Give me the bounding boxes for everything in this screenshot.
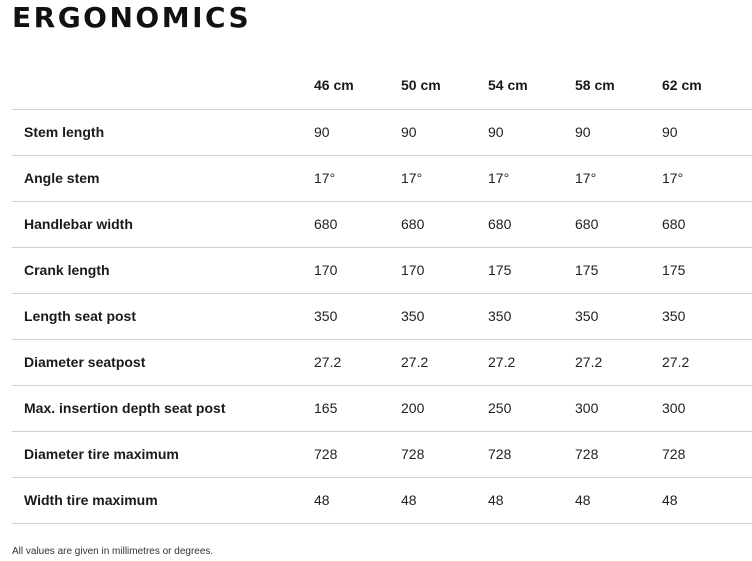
table-cell: 27.2	[488, 339, 575, 386]
table-cell: 300	[575, 385, 662, 432]
table-cell: 17°	[401, 155, 488, 202]
table-cell: 680	[488, 201, 575, 248]
table-cell: 48	[488, 477, 575, 524]
table-row: Diameter seatpost 27.2 27.2 27.2 27.2 27…	[12, 339, 752, 386]
table-cell: 27.2	[314, 339, 401, 386]
table-row: Max. insertion depth seat post 165 200 2…	[12, 385, 752, 432]
table-cell: 17°	[488, 155, 575, 202]
table-cell: 175	[488, 247, 575, 294]
table-cell: 680	[401, 201, 488, 248]
row-label: Max. insertion depth seat post	[12, 385, 314, 432]
table-cell: 90	[575, 109, 662, 156]
table-cell: 728	[575, 431, 662, 478]
table-cell: 728	[314, 431, 401, 478]
table-cell: 170	[314, 247, 401, 294]
table-cell: 17°	[662, 155, 752, 202]
table-row: Length seat post 350 350 350 350 350	[12, 293, 752, 340]
table-cell: 90	[488, 109, 575, 156]
table-cell: 27.2	[575, 339, 662, 386]
row-label: Diameter seatpost	[12, 339, 314, 386]
row-label: Stem length	[12, 109, 314, 156]
header-empty-cell	[12, 62, 314, 110]
table-cell: 350	[401, 293, 488, 340]
table-row: Handlebar width 680 680 680 680 680	[12, 201, 752, 248]
row-label: Width tire maximum	[12, 477, 314, 524]
table-cell: 728	[488, 431, 575, 478]
table-cell: 350	[575, 293, 662, 340]
table-cell: 250	[488, 385, 575, 432]
table-cell: 27.2	[662, 339, 752, 386]
table-cell: 175	[662, 247, 752, 294]
table-cell: 200	[401, 385, 488, 432]
table-cell: 48	[401, 477, 488, 524]
table-cell: 48	[662, 477, 752, 524]
table-row: Angle stem 17° 17° 17° 17° 17°	[12, 155, 752, 202]
table-cell: 680	[575, 201, 662, 248]
table-cell: 300	[662, 385, 752, 432]
footnote: All values are given in millimetres or d…	[12, 546, 214, 557]
ergonomics-table: 46 cm 50 cm 54 cm 58 cm 62 cm Stem lengt…	[12, 62, 752, 524]
table-cell: 680	[662, 201, 752, 248]
page-title: ERGONOMICS	[12, 1, 252, 34]
table-cell: 90	[401, 109, 488, 156]
row-label: Crank length	[12, 247, 314, 294]
row-label: Diameter tire maximum	[12, 431, 314, 478]
table-cell: 90	[314, 109, 401, 156]
table-cell: 27.2	[401, 339, 488, 386]
table-cell: 165	[314, 385, 401, 432]
size-header-54: 54 cm	[488, 62, 575, 110]
table-cell: 350	[662, 293, 752, 340]
table-cell: 17°	[314, 155, 401, 202]
table-header-row: 46 cm 50 cm 54 cm 58 cm 62 cm	[12, 62, 752, 110]
table-cell: 680	[314, 201, 401, 248]
size-header-46: 46 cm	[314, 62, 401, 110]
table-cell: 175	[575, 247, 662, 294]
table-cell: 48	[314, 477, 401, 524]
row-label: Length seat post	[12, 293, 314, 340]
table-cell: 17°	[575, 155, 662, 202]
table-cell: 350	[314, 293, 401, 340]
size-header-50: 50 cm	[401, 62, 488, 110]
table-cell: 350	[488, 293, 575, 340]
table-row: Width tire maximum 48 48 48 48 48	[12, 477, 752, 524]
table-row: Diameter tire maximum 728 728 728 728 72…	[12, 431, 752, 478]
row-label: Handlebar width	[12, 201, 314, 248]
size-header-62: 62 cm	[662, 62, 752, 110]
table-cell: 48	[575, 477, 662, 524]
table-cell: 728	[662, 431, 752, 478]
table-cell: 170	[401, 247, 488, 294]
table-row: Crank length 170 170 175 175 175	[12, 247, 752, 294]
row-label: Angle stem	[12, 155, 314, 202]
table-cell: 728	[401, 431, 488, 478]
table-row: Stem length 90 90 90 90 90	[12, 109, 752, 156]
table-cell: 90	[662, 109, 752, 156]
size-header-58: 58 cm	[575, 62, 662, 110]
